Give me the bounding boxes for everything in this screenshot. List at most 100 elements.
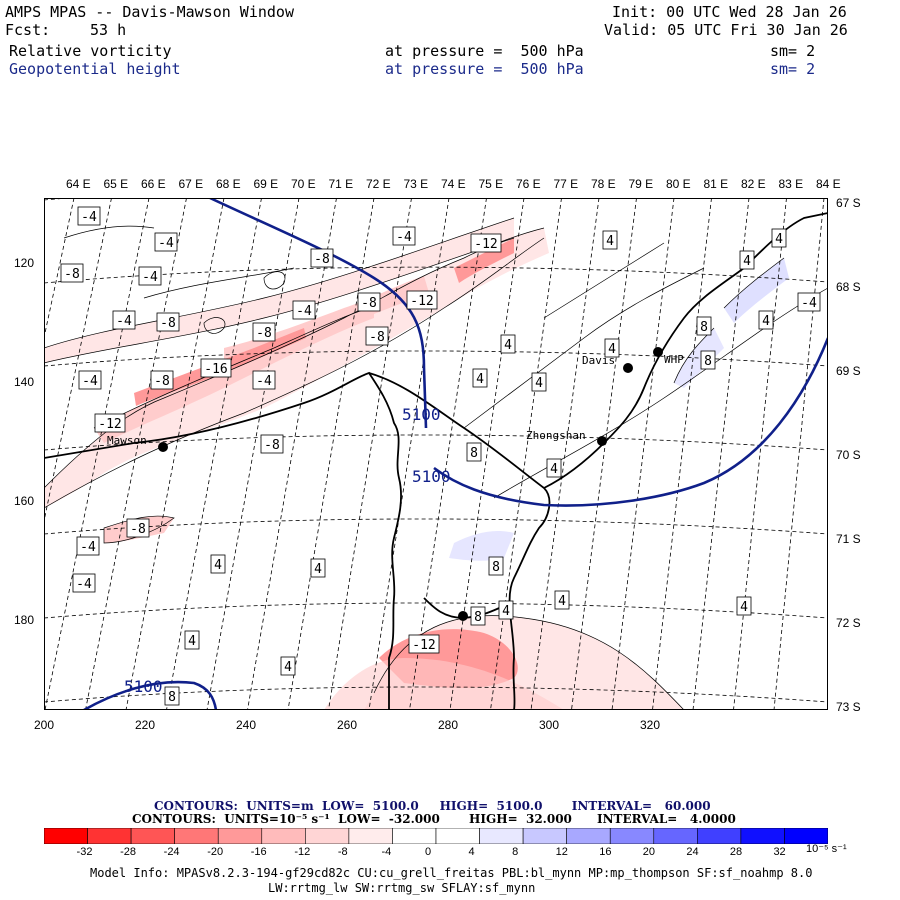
x-tick-label: 240 <box>236 718 257 732</box>
colorbar-tick: 20 <box>642 846 656 858</box>
vorticity-contour-info: CONTOURS: UNITS=10⁻⁵ s⁻¹ LOW= -32.000 HI… <box>132 812 736 826</box>
longitude-label: 66 E <box>141 177 166 191</box>
x-tick-label: 300 <box>539 718 560 732</box>
latitude-label: 69 S <box>836 364 861 378</box>
colorbar-tick: -4 <box>381 846 392 858</box>
svg-text:4: 4 <box>476 372 484 387</box>
valid-time: Valid: 05 UTC Fri 30 Jan 26 <box>604 21 848 39</box>
zhongshan-station-marker <box>597 436 607 446</box>
longitude-line <box>166 198 262 710</box>
colorbar-swatch <box>784 828 828 844</box>
colorbar-swatch <box>697 828 742 844</box>
vorticity-label: -16 <box>200 358 232 378</box>
vorticity-label: -8 <box>126 518 150 538</box>
longitude-line <box>368 198 450 710</box>
vorticity-label: 4 <box>500 334 516 354</box>
svg-text:-8: -8 <box>264 438 280 453</box>
vorticity-label: 4 <box>184 630 200 650</box>
latitude-label: 73 S <box>836 700 861 714</box>
height-label: 5100 <box>124 677 163 696</box>
vorticity-label: -8 <box>357 292 381 312</box>
colorbar-tick: 28 <box>729 846 743 858</box>
colorbar-swatch <box>522 828 567 844</box>
colorbar-tick: -20 <box>207 846 224 858</box>
svg-text:4: 4 <box>740 600 748 615</box>
svg-text:-12: -12 <box>474 237 497 252</box>
colorbar-units: 10⁻⁵ s⁻¹ <box>806 843 847 855</box>
svg-text:-4: -4 <box>81 210 97 225</box>
svg-text:-8: -8 <box>256 326 272 341</box>
vorticity-label: 4 <box>758 310 774 330</box>
longitude-label: 80 E <box>666 177 691 191</box>
longitude-label: 67 E <box>178 177 204 191</box>
colorbar-tick: -12 <box>294 846 311 858</box>
vorticity-label: -4 <box>797 292 821 312</box>
svg-text:4: 4 <box>762 314 770 329</box>
svg-text:-4: -4 <box>116 314 132 329</box>
svg-text:-8: -8 <box>64 267 80 282</box>
longitude-label: 84 E <box>816 177 841 191</box>
vorticity-label: -4 <box>252 370 276 390</box>
vorticity-label: -4 <box>292 300 316 320</box>
vorticity-label: -4 <box>76 536 100 556</box>
field-1-level: at pressure = 500 hPa <box>385 42 584 60</box>
latitude-label: 72 S <box>836 616 861 630</box>
davis-station-marker <box>623 363 633 373</box>
colorbar-swatch <box>217 828 263 844</box>
longitude-label: 82 E <box>741 177 766 191</box>
field-2-level: at pressure = 500 hPa <box>385 60 584 78</box>
longitude-label: 75 E <box>478 177 504 191</box>
svg-text:-12: -12 <box>410 294 433 309</box>
vorticity-label: -12 <box>406 290 438 310</box>
svg-text:4: 4 <box>535 376 543 391</box>
vorticity-label: 4 <box>310 558 326 578</box>
longitude-line <box>247 198 337 710</box>
longitude-line <box>773 198 825 710</box>
colorbar-swatch <box>305 828 350 844</box>
svg-text:-12: -12 <box>98 417 121 432</box>
longitude-line <box>409 198 487 710</box>
vorticity-label: -4 <box>138 266 162 286</box>
svg-text:4: 4 <box>743 254 751 269</box>
colorbar-swatch <box>87 828 132 844</box>
field-2-smoothing: sm= 2 <box>770 60 816 78</box>
vorticity-label: -8 <box>150 370 174 390</box>
longitude-label: 69 E <box>253 177 279 191</box>
x-tick-label: 280 <box>438 718 459 732</box>
longitude-label: 64 E <box>66 177 91 191</box>
colorbar-swatch <box>261 828 306 844</box>
longitude-line <box>44 198 75 340</box>
mawson-station-marker <box>158 442 168 452</box>
colorbar-swatch <box>609 828 655 844</box>
vorticity-label: -4 <box>112 310 136 330</box>
svg-text:-16: -16 <box>204 362 227 377</box>
vorticity-label: -4 <box>78 370 102 390</box>
longitude-label: 77 E <box>553 177 579 191</box>
y-tick-label: 120 <box>14 256 35 270</box>
forecast-hour: 53 h <box>90 21 127 39</box>
height-label: 5100 <box>412 467 451 486</box>
vorticity-label: 4 <box>531 372 547 392</box>
longitude-line <box>328 198 412 710</box>
colorbar-tick: -8 <box>337 846 348 858</box>
vorticity-label: -4 <box>77 206 101 226</box>
svg-text:-4: -4 <box>256 374 272 389</box>
vorticity-label: 8 <box>466 442 482 462</box>
vorticity-label: 8 <box>470 606 486 626</box>
y-tick-label: 160 <box>14 494 35 508</box>
svg-text:-8: -8 <box>130 522 146 537</box>
zhongshan-label: Zhongshan <box>526 429 586 442</box>
longitude-label: 70 E <box>291 177 316 191</box>
svg-text:-4: -4 <box>296 304 312 319</box>
height-contour-info: CONTOURS: UNITS=m LOW= 5100.0 HIGH= 5100… <box>154 799 711 813</box>
longitude-label: 71 E <box>328 177 354 191</box>
vorticity-label: -8 <box>260 434 284 454</box>
svg-text:4: 4 <box>606 234 614 249</box>
longitude-label: 65 E <box>103 177 129 191</box>
svg-text:-4: -4 <box>142 270 158 285</box>
colorbar-tick: 12 <box>555 846 568 858</box>
longitude-line <box>571 198 637 710</box>
vorticity-label: 4 <box>736 596 752 616</box>
vorticity-label: -12 <box>408 634 440 654</box>
vorticity-label: -8 <box>60 263 84 283</box>
